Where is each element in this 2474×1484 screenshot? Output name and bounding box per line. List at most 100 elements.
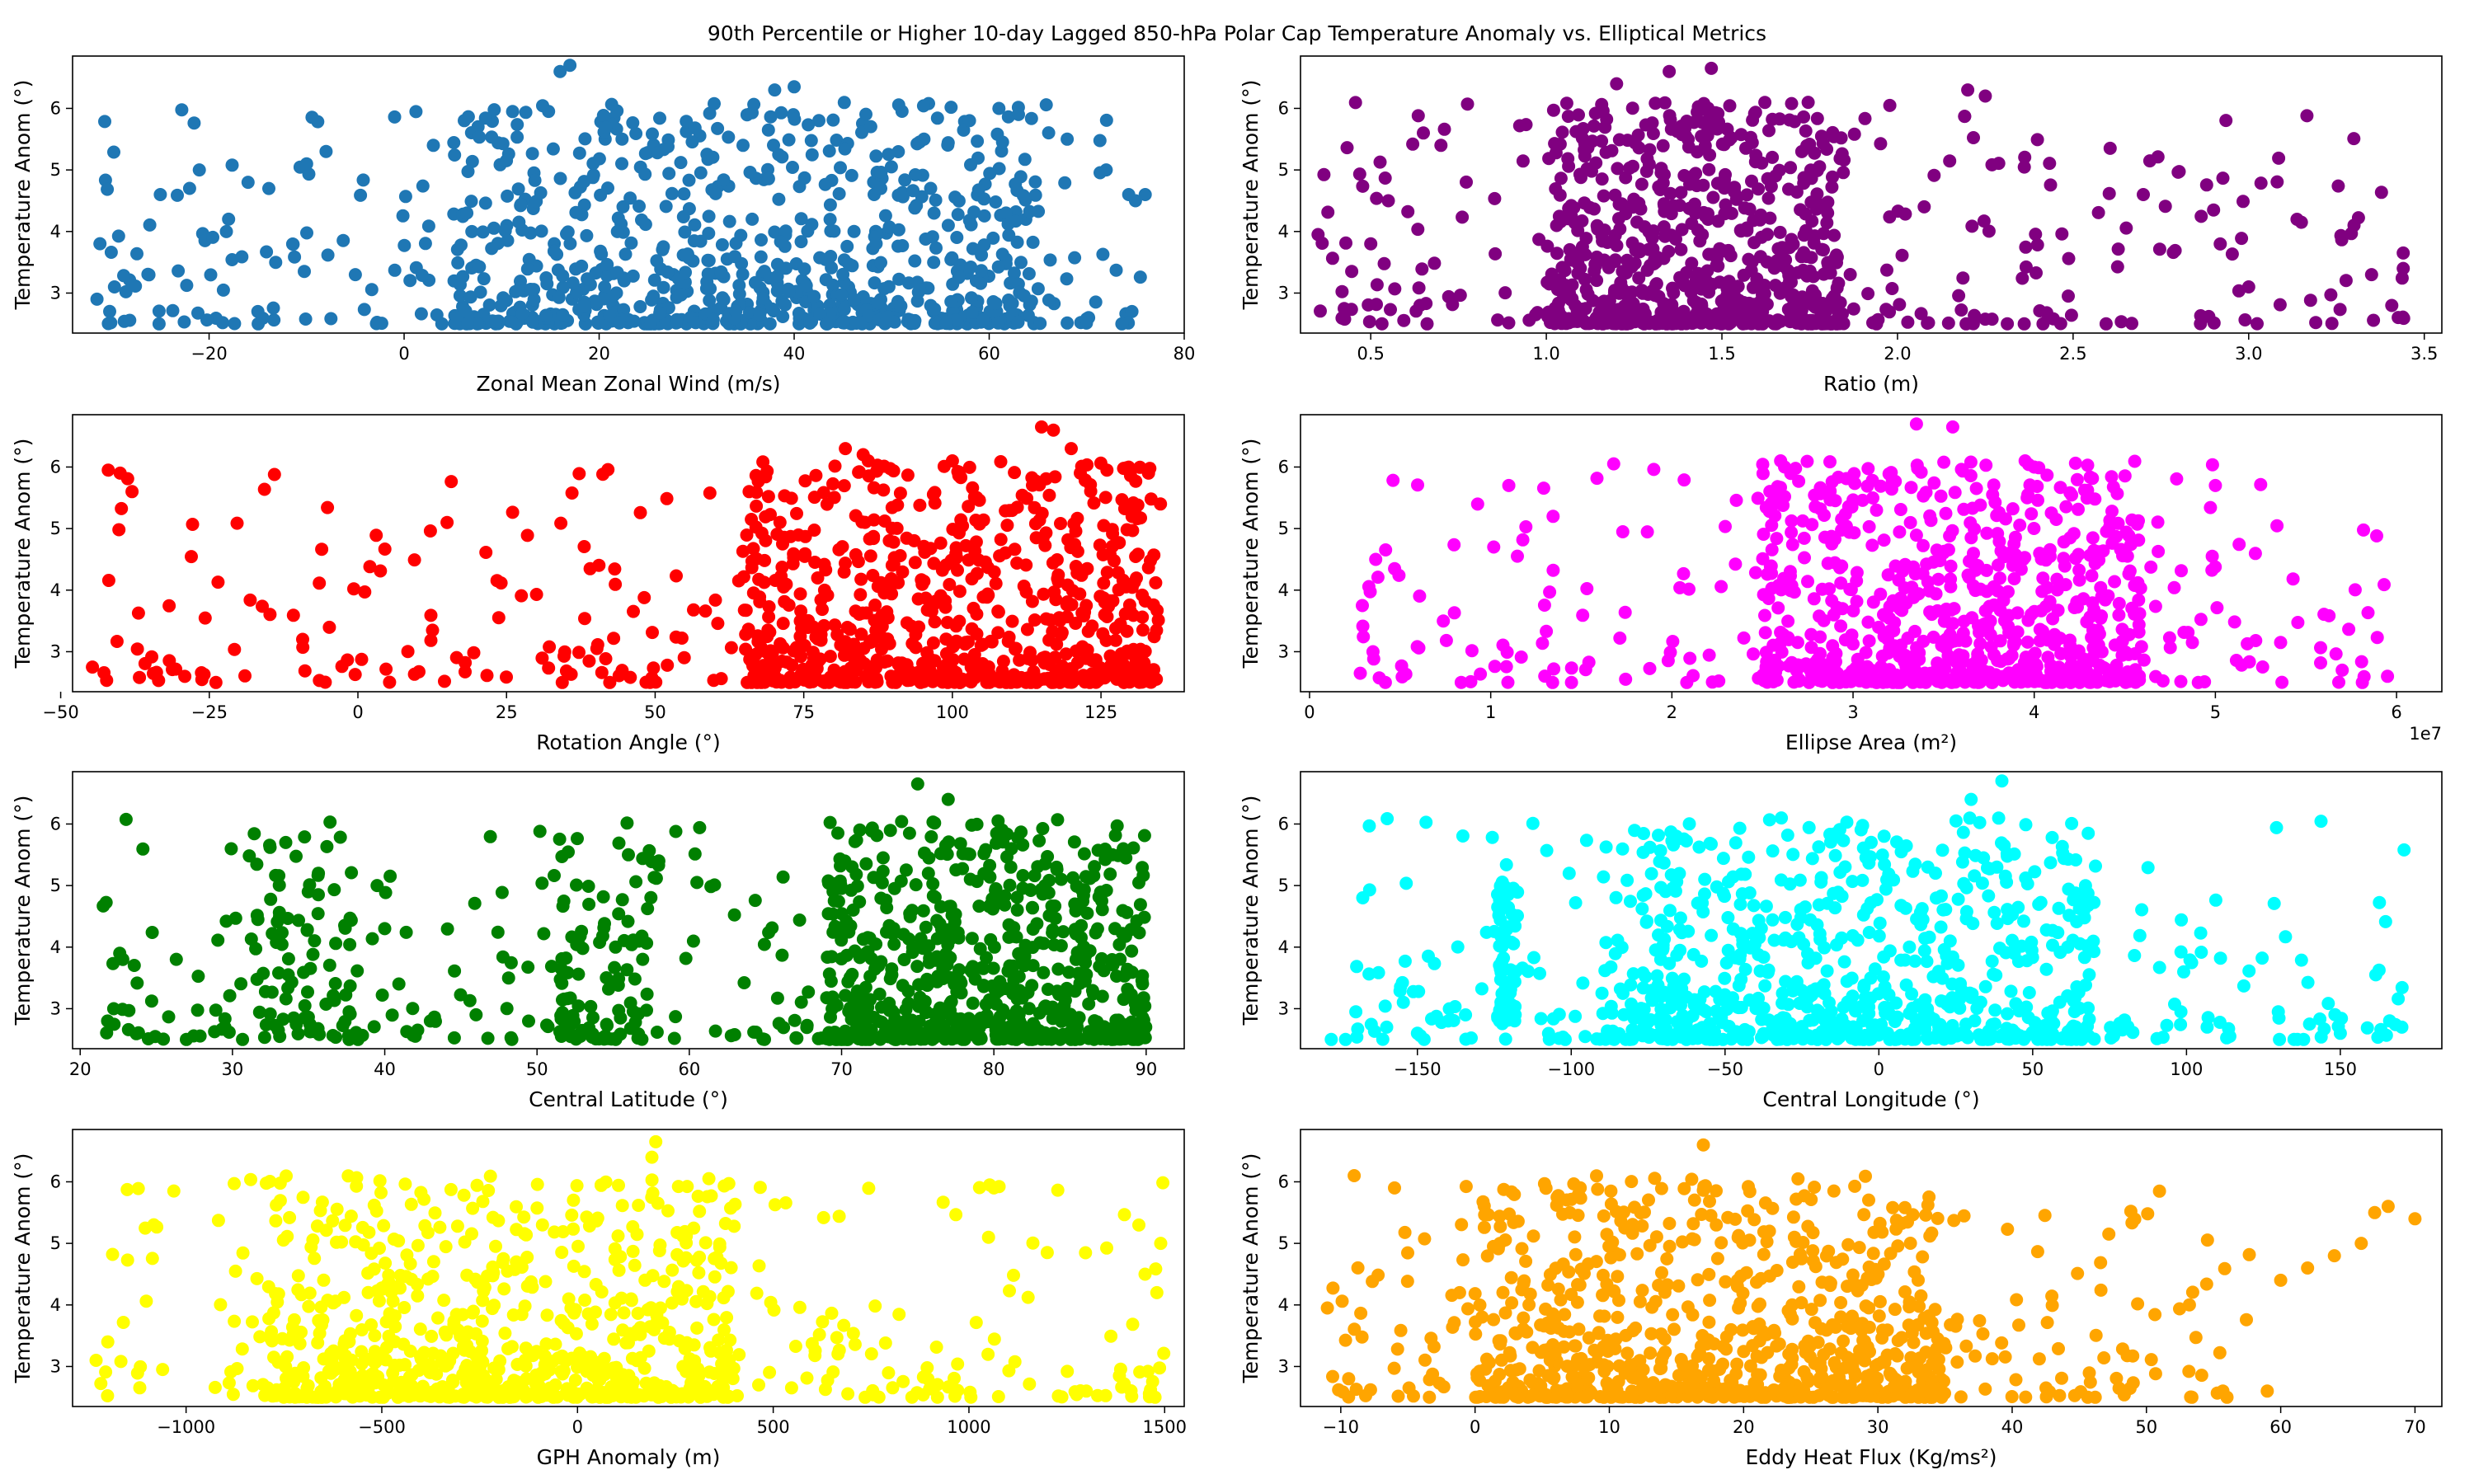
data-point xyxy=(1658,167,1671,181)
data-point xyxy=(1845,628,1859,642)
data-point xyxy=(1069,904,1083,918)
data-point xyxy=(764,110,778,124)
data-point xyxy=(1004,675,1018,689)
data-point xyxy=(1866,595,1880,609)
data-point xyxy=(110,635,124,648)
data-point xyxy=(788,80,801,94)
data-point xyxy=(1050,862,1064,876)
data-point xyxy=(2392,311,2406,325)
data-point xyxy=(292,913,305,928)
data-point xyxy=(1411,223,1425,237)
data-point xyxy=(934,847,948,861)
data-point xyxy=(258,984,272,998)
data-point xyxy=(959,538,973,552)
data-point xyxy=(1783,274,1797,288)
data-point xyxy=(2314,656,2327,669)
data-point xyxy=(106,1002,120,1016)
data-point xyxy=(1511,549,1524,563)
data-point xyxy=(965,305,979,319)
data-point xyxy=(823,198,837,212)
data-point xyxy=(1093,134,1107,148)
data-point xyxy=(191,970,205,984)
data-point xyxy=(732,279,746,293)
data-point xyxy=(305,110,319,124)
data-point xyxy=(832,187,846,200)
data-point xyxy=(1415,262,1429,276)
data-point xyxy=(586,171,600,185)
data-point xyxy=(1883,98,1897,112)
data-point xyxy=(859,857,873,871)
data-point xyxy=(2086,596,2100,610)
data-point xyxy=(748,275,762,289)
data-point xyxy=(939,317,953,331)
data-point xyxy=(1042,126,1056,140)
data-point xyxy=(867,481,881,495)
data-point xyxy=(603,309,617,323)
data-point xyxy=(1714,580,1729,594)
data-point xyxy=(1994,655,2008,669)
data-point xyxy=(326,1029,340,1042)
data-point xyxy=(533,824,547,838)
data-point xyxy=(1363,585,1377,599)
data-point xyxy=(1080,643,1094,657)
data-point xyxy=(777,530,791,544)
data-point xyxy=(1054,517,1067,530)
data-point xyxy=(1565,278,1579,292)
data-point xyxy=(1763,211,1777,225)
y-tick-label: 6 xyxy=(50,814,61,834)
data-point xyxy=(1964,531,1978,545)
data-point xyxy=(902,826,916,840)
data-point xyxy=(813,308,827,321)
data-point xyxy=(669,824,683,838)
data-point xyxy=(688,121,702,135)
x-tick-label: 0 xyxy=(352,702,363,722)
data-point xyxy=(288,250,302,264)
data-point xyxy=(1758,626,1772,640)
data-point xyxy=(1009,205,1023,218)
data-point xyxy=(1974,653,1988,667)
data-point xyxy=(570,878,583,892)
data-point xyxy=(2208,893,2222,907)
data-point xyxy=(1974,665,1988,679)
data-point xyxy=(928,816,942,830)
data-point xyxy=(758,553,772,567)
data-point xyxy=(1555,261,1569,275)
data-point xyxy=(1031,860,1045,874)
data-point xyxy=(1653,183,1667,196)
data-point xyxy=(2255,660,2269,674)
data-point xyxy=(944,252,958,266)
data-point xyxy=(989,195,1003,209)
data-point xyxy=(614,1011,628,1025)
data-point xyxy=(1002,630,1016,644)
data-point xyxy=(1848,477,1862,491)
data-point xyxy=(2068,456,2082,470)
data-point xyxy=(323,815,337,829)
data-point xyxy=(1757,528,1771,541)
data-point xyxy=(878,317,892,331)
data-point xyxy=(1580,582,1594,595)
data-point xyxy=(1866,491,1879,505)
data-point xyxy=(680,247,694,261)
data-point xyxy=(805,148,819,162)
x-tick-label: −20 xyxy=(190,344,227,364)
data-point xyxy=(2242,655,2256,669)
data-point xyxy=(716,291,730,305)
data-point xyxy=(846,903,860,917)
x-axis-label: Central Latitude (°) xyxy=(529,1087,728,1111)
scatter-points xyxy=(1353,417,2395,689)
data-point xyxy=(887,937,901,951)
data-point xyxy=(2020,635,2034,649)
data-point xyxy=(1763,485,1777,499)
data-point xyxy=(308,934,322,948)
data-point xyxy=(104,316,118,330)
data-point xyxy=(1862,519,1876,533)
data-point xyxy=(1722,275,1736,289)
data-point xyxy=(1754,294,1768,308)
data-point xyxy=(837,96,851,110)
data-point xyxy=(1545,675,1559,689)
data-point xyxy=(1018,153,1032,167)
data-point xyxy=(920,603,934,617)
data-point xyxy=(103,304,116,318)
data-point xyxy=(447,136,461,149)
